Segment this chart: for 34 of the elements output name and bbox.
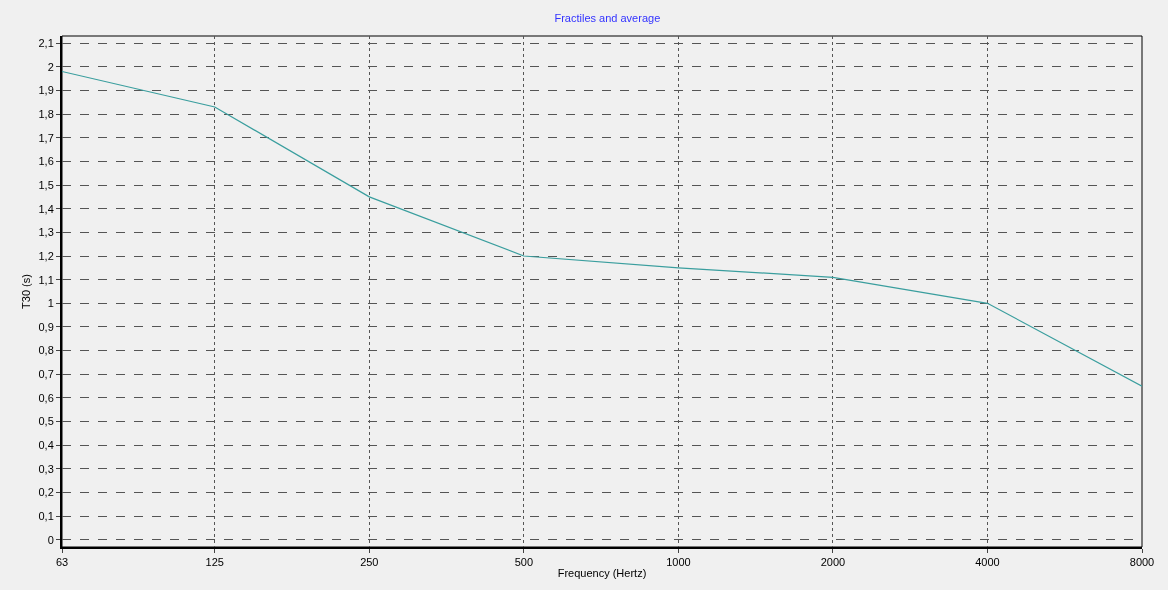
x-tick-label: 500: [514, 556, 534, 569]
y-tick-label: 1,8: [38, 107, 54, 120]
y-tick-label: 0,4: [38, 439, 54, 452]
x-tick-label: 250: [360, 556, 379, 569]
x-tick-label: 63: [55, 556, 69, 569]
y-tick-label: 1: [47, 297, 54, 310]
y-tick-label: 2,1: [38, 36, 54, 49]
y-tick-label: 1,9: [38, 84, 54, 97]
x-axis-title: Frequency (Hertz): [557, 566, 647, 579]
y-tick-label: 1,4: [38, 202, 54, 215]
x-tick-label: 4000: [975, 556, 1000, 569]
x-tick-label: 2000: [820, 556, 846, 569]
chart-title: Fractiles and average: [554, 12, 661, 25]
y-tick-label: 1,1: [38, 273, 54, 286]
y-tick-label: 0,2: [38, 486, 54, 499]
x-tick-label: 8000: [1129, 556, 1155, 569]
y-tick-label: 1,2: [38, 249, 54, 262]
y-tick-label: 1,6: [38, 155, 54, 168]
y-tick-label: 0,5: [38, 415, 54, 428]
y-tick-label: 0: [47, 533, 54, 546]
y-axis-title: T30 (s): [19, 274, 32, 309]
x-tick-label: 125: [205, 556, 224, 569]
y-tick-label: 0,1: [38, 510, 54, 523]
x-tick-label: 1000: [666, 556, 691, 569]
y-tick-label: 0,6: [38, 391, 54, 404]
y-tick-label: 0,8: [38, 344, 54, 357]
y-tick-label: 0,9: [38, 320, 54, 333]
y-tick-label: 2: [47, 60, 54, 73]
y-tick-label: 1,3: [38, 226, 54, 239]
y-tick-label: 0,3: [38, 462, 54, 475]
y-tick-label: 1,5: [38, 178, 54, 191]
y-tick-label: 0,7: [38, 368, 54, 381]
y-tick-label: 1,7: [38, 131, 54, 144]
line-series: [62, 70, 1142, 387]
